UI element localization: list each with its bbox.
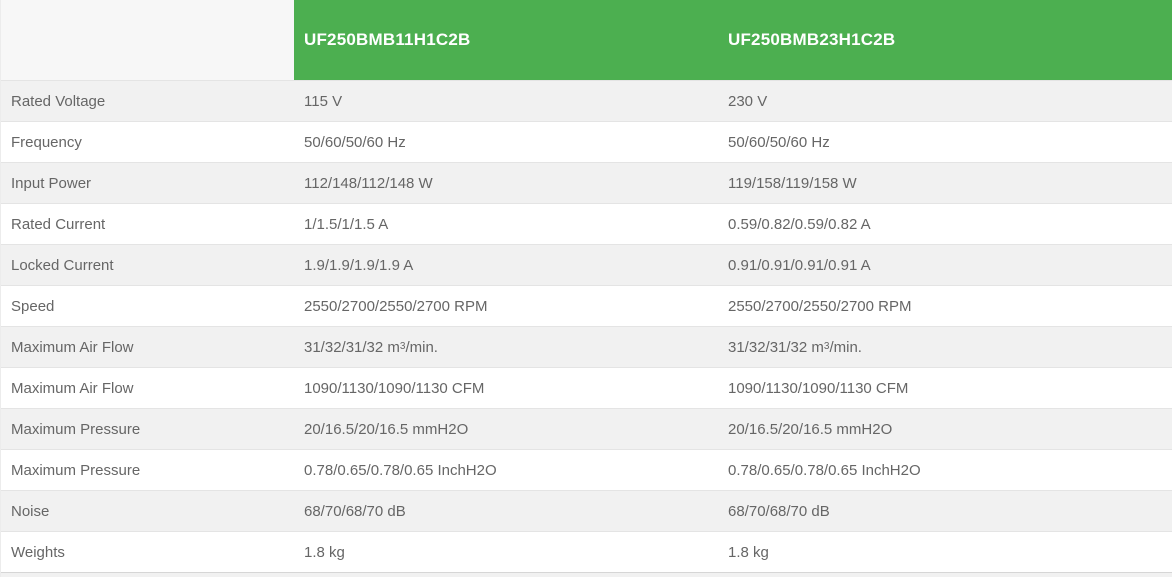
spec-label: Speed (1, 286, 294, 326)
spec-value-product-1: 2550/2700/2550/2700 RPM (294, 286, 718, 326)
table-row: Rated Current 1/1.5/1/1.5 A 0.59/0.82/0.… (1, 203, 1172, 244)
spec-value-product-2: 119/158/119/158 W (718, 163, 1172, 203)
spec-label: Input Power (1, 163, 294, 203)
spec-value-product-2: 230 V (718, 81, 1172, 121)
product-header-1: UF250BMB11H1C2B (294, 0, 718, 80)
spec-value-product-2: 68/70/68/70 dB (718, 491, 1172, 531)
spec-value-text: 119/158/119/158 W (728, 174, 857, 192)
spec-value-product-2: 0.59/0.82/0.59/0.82 A (718, 204, 1172, 244)
spec-label: Locked Current (1, 245, 294, 285)
table-row: Frequency 50/60/50/60 Hz 50/60/50/60 Hz (1, 121, 1172, 162)
spec-label: Maximum Pressure (1, 409, 294, 449)
table-row: Noise 68/70/68/70 dB 68/70/68/70 dB (1, 490, 1172, 531)
spec-label-text: Speed (11, 297, 55, 315)
spec-value-text: 1/1.5/1/1.5 A (304, 215, 389, 233)
spec-label: Rated Voltage (1, 81, 294, 121)
spec-value-product-1: 20/16.5/20/16.5 mmH2O (294, 409, 718, 449)
spec-value-text: 31/32/31/32 m (304, 338, 400, 356)
spec-value-suffix: /min. (405, 338, 438, 356)
header-empty-cell (1, 0, 294, 80)
spec-value-text: 68/70/68/70 dB (304, 502, 406, 520)
spec-value-product-1: 1.8 kg (294, 532, 718, 572)
spec-value-text: 1090/1130/1090/1130 CFM (304, 379, 485, 397)
table-row: Maximum Air Flow 31/32/31/32 m 3/min. 31/… (1, 326, 1172, 367)
spec-value-text: 2550/2700/2550/2700 RPM (728, 297, 912, 315)
spec-label: Weights (1, 532, 294, 572)
spec-value-product-2: 20/16.5/20/16.5 mmH2O (718, 409, 1172, 449)
spec-value-product-2: 1090/1130/1090/1130 CFM (718, 368, 1172, 408)
spec-label-text: Maximum Pressure (11, 420, 141, 438)
spec-value-product-2: 31/32/31/32 m 3/min. (728, 338, 862, 356)
spec-label-text: Input Power (11, 174, 92, 192)
spec-value-text: 0.59/0.82/0.59/0.82 A (728, 215, 871, 233)
spec-label-text: Maximum Air Flow (11, 379, 134, 397)
spec-value-product-1: 1.9/1.9/1.9/1.9 A (294, 245, 718, 285)
spec-value-product-1: 1090/1130/1090/1130 CFM (294, 368, 718, 408)
spec-value-text: 1.8 kg (728, 543, 769, 561)
table-body: Rated Voltage 115 V 230 V Frequency 50/6… (1, 80, 1172, 572)
spec-value-text: 2550/2700/2550/2700 RPM (304, 297, 488, 315)
spec-value-text: 20/16.5/20/16.5 mmH2O (728, 420, 893, 438)
spec-value-text: 115 V (304, 92, 343, 110)
spec-label-text: Frequency (11, 133, 82, 151)
spec-label-text: Maximum Pressure (11, 461, 141, 479)
spec-value-text: 0.78/0.65/0.78/0.65 InchH2O (304, 461, 497, 479)
spec-value-text: 31/32/31/32 m (728, 338, 824, 356)
spec-value-product-1: 1/1.5/1/1.5 A (294, 204, 718, 244)
spec-label: Maximum Pressure (1, 450, 294, 490)
table-row-partial (1, 572, 1172, 577)
spec-label-text: Locked Current (11, 256, 114, 274)
spec-value-product-1: 115 V (294, 81, 718, 121)
table-row: Maximum Air Flow 1090/1130/1090/1130 CFM… (1, 367, 1172, 408)
spec-value-text: 50/60/50/60 Hz (304, 133, 406, 151)
table-row: Rated Voltage 115 V 230 V (1, 80, 1172, 121)
table-row: Input Power 112/148/112/148 W 119/158/11… (1, 162, 1172, 203)
spec-label: Rated Current (1, 204, 294, 244)
spec-label-text: Rated Current (11, 215, 106, 233)
spec-value-suffix: /min. (829, 338, 862, 356)
spec-value-product-2: 2550/2700/2550/2700 RPM (718, 286, 1172, 326)
spec-value-product-1: 0.78/0.65/0.78/0.65 InchH2O (294, 450, 718, 490)
spec-value-product-2: 0.91/0.91/0.91/0.91 A (718, 245, 1172, 285)
spec-label-text: Maximum Air Flow (11, 338, 134, 356)
spec-value-text: 68/70/68/70 dB (728, 502, 830, 520)
spec-label: Noise (1, 491, 294, 531)
table-header-row: UF250BMB11H1C2B UF250BMB23H1C2B (1, 0, 1172, 80)
spec-value-text: 1090/1130/1090/1130 CFM (728, 379, 909, 397)
spec-value-product-2: 50/60/50/60 Hz (718, 122, 1172, 162)
spec-value-product-1: 50/60/50/60 Hz (294, 122, 718, 162)
spec-value-product-1: 112/148/112/148 W (294, 163, 718, 203)
spec-label: Maximum Air Flow (1, 368, 294, 408)
spec-label: Maximum Air Flow (1, 327, 294, 367)
table-row: Weights 1.8 kg 1.8 kg (1, 531, 1172, 572)
spec-label-text: Noise (11, 502, 50, 520)
spec-value-text: 1.9/1.9/1.9/1.9 A (304, 256, 414, 274)
spec-label-text: Weights (11, 543, 65, 561)
spec-label: Frequency (1, 122, 294, 162)
spec-value-text: 0.78/0.65/0.78/0.65 InchH2O (728, 461, 921, 479)
spec-value-product-2: 0.78/0.65/0.78/0.65 InchH2O (718, 450, 1172, 490)
table-row: Maximum Pressure 20/16.5/20/16.5 mmH2O 2… (1, 408, 1172, 449)
spec-value-product-1: 31/32/31/32 m 3/min. (304, 338, 438, 356)
spec-value-text: 112/148/112/148 W (304, 174, 433, 192)
spec-value-text: 1.8 kg (304, 543, 345, 561)
table-row: Speed 2550/2700/2550/2700 RPM 2550/2700/… (1, 285, 1172, 326)
spec-value-product-2: 1.8 kg (718, 532, 1172, 572)
spec-value-product-1: 68/70/68/70 dB (294, 491, 718, 531)
spec-value-text: 20/16.5/20/16.5 mmH2O (304, 420, 469, 438)
spec-value-text: 230 V (728, 92, 768, 110)
product-header-2: UF250BMB23H1C2B (718, 0, 1172, 80)
table-row: Maximum Pressure 0.78/0.65/0.78/0.65 Inc… (1, 449, 1172, 490)
spec-value-text: 50/60/50/60 Hz (728, 133, 830, 151)
spec-label-text: Rated Voltage (11, 92, 106, 110)
table-row: Locked Current 1.9/1.9/1.9/1.9 A 0.91/0.… (1, 244, 1172, 285)
spec-value-text: 0.91/0.91/0.91/0.91 A (728, 256, 871, 274)
